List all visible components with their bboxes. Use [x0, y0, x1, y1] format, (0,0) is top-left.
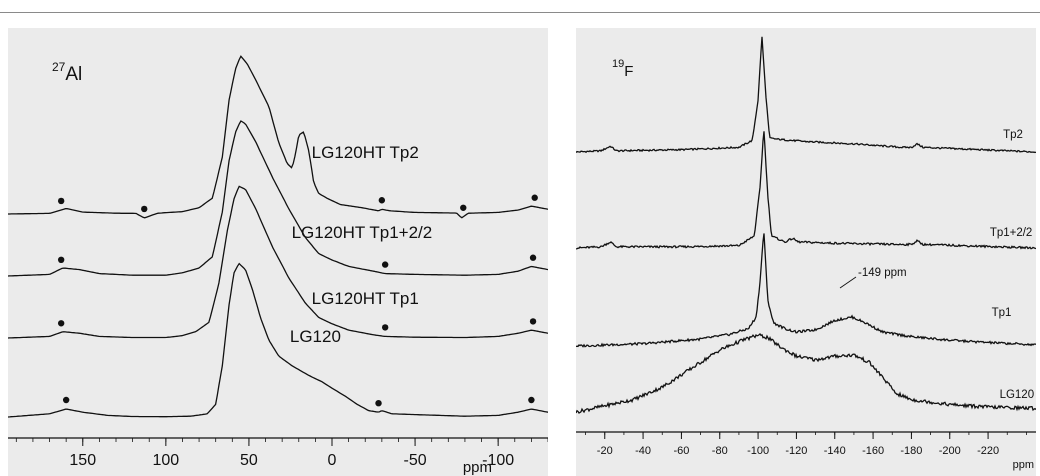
spinning-sideband-marker	[531, 194, 538, 201]
x-tick-label: 50	[240, 452, 258, 469]
spectrum-trace-4	[8, 262, 548, 418]
x-axis-label: ppm	[463, 459, 492, 476]
al27-spectrum-plot: 27Al LG120HT Tp2 LG120HT Tp1+2/2 LG120HT Tp…	[8, 55, 548, 476]
spectrum-trace-1	[8, 55, 548, 219]
x-tick-label: -60	[673, 445, 689, 457]
al27-spectrum-panel: 27Al LG120HT Tp2 LG120HT Tp1+2/2 LG120HT Tp…	[8, 28, 548, 476]
spinning-sideband-marker	[529, 254, 537, 261]
series-label: LG120HT Tp1	[312, 289, 419, 308]
x-tick-label: -180	[900, 445, 922, 457]
nucleus-label: 19F	[612, 58, 633, 80]
x-tick-label: -220	[977, 445, 999, 457]
x-axis-label: ppm	[1013, 459, 1034, 471]
x-tick-label: -50	[404, 452, 427, 469]
x-tick-label: -100	[482, 452, 514, 469]
spectrum-trace-3	[576, 233, 1036, 348]
x-tick-label: 0	[328, 452, 337, 469]
x-tick-label: -40	[635, 445, 651, 457]
series-label: Tp1	[992, 307, 1012, 319]
x-tick-label: 100	[152, 452, 179, 469]
x-tick-label: -200	[939, 445, 961, 457]
x-tick-label: -100	[747, 445, 769, 457]
spinning-sideband-marker	[460, 204, 467, 211]
spinning-sideband-marker	[375, 400, 382, 407]
nucleus-element: F	[624, 63, 633, 80]
spectrum-trace-3	[8, 185, 548, 339]
spinning-sideband-marker	[378, 197, 386, 204]
spectrum-trace-2	[8, 120, 548, 277]
nucleus-mass-number: 27	[52, 60, 66, 74]
nucleus-element: Al	[65, 64, 82, 85]
spinning-sideband-marker	[57, 197, 65, 205]
spinning-sideband-marker	[381, 324, 389, 331]
nucleus-label: 27Al	[52, 60, 82, 85]
x-tick-label: -140	[824, 445, 846, 457]
series-label: LG120	[290, 327, 341, 346]
f19-spectrum-plot: 19F Tp2 Tp1+2/2 Tp1 LG120 -149 ppm -20 -40 -60 -8…	[576, 36, 1036, 471]
annotation-label: -149 ppm	[858, 267, 907, 279]
spinning-sideband-marker	[57, 320, 65, 327]
spectrum-trace-4	[576, 333, 1036, 414]
x-tick-label: -160	[862, 445, 884, 457]
nucleus-mass-number: 19	[612, 58, 624, 70]
spectrum-trace-2	[576, 131, 1036, 250]
spinning-sideband-marker	[381, 261, 389, 268]
series-label: LG120HT Tp2	[312, 143, 419, 162]
series-label: Tp1+2/2	[990, 227, 1033, 239]
x-tick-label: -120	[785, 445, 807, 457]
spinning-sideband-marker	[57, 256, 65, 263]
annotation-leader-line	[839, 276, 857, 289]
series-label: LG120	[1000, 389, 1035, 401]
series-label: Tp2	[1003, 129, 1023, 141]
x-tick-label: -20	[597, 445, 613, 457]
top-divider-line	[0, 12, 1040, 13]
x-tick-label: 150	[69, 452, 96, 469]
spinning-sideband-marker	[62, 396, 70, 404]
series-label: LG120HT Tp1+2/2	[292, 223, 433, 242]
spectrum-trace-1	[576, 36, 1036, 154]
f19-spectrum-panel: 19F Tp2 Tp1+2/2 Tp1 LG120 -149 ppm -20 -40 -60 -8…	[576, 28, 1036, 476]
spinning-sideband-marker	[141, 205, 148, 213]
spinning-sideband-marker	[529, 318, 537, 325]
x-tick-label: -80	[712, 445, 728, 457]
spinning-sideband-marker	[528, 396, 535, 404]
